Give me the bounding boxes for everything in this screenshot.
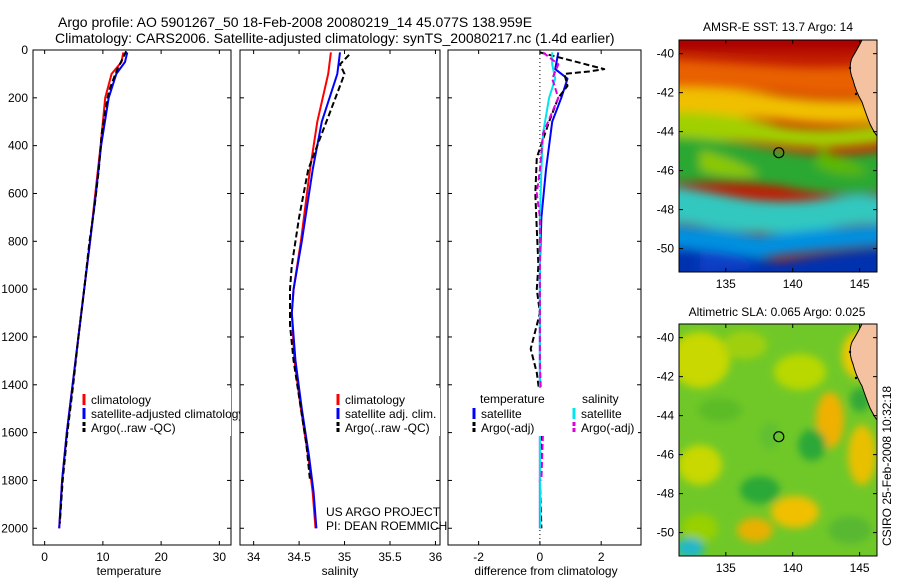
temperature-xtick-label: 20	[154, 550, 168, 564]
sst-argo-position-marker	[773, 147, 785, 159]
temperature-xtick-label: 30	[213, 550, 227, 564]
salinity-axes-box	[239, 49, 441, 546]
sla-map-ytick-label: -46	[657, 448, 675, 462]
sla-map-title: Altimetric SLA: 0.065 Argo: 0.025	[689, 305, 866, 319]
difference-legend-salinity-title: salinity	[582, 392, 619, 406]
temperature-xlabel: temperature	[97, 564, 162, 578]
temperature-series-argo-raw-qc	[58, 50, 128, 524]
sst-map-xtick-label: 135	[716, 277, 736, 291]
sst-map-ytick-label: -42	[657, 86, 675, 100]
island-4	[854, 376, 858, 380]
sla-map-ytick-label: -40	[657, 331, 675, 345]
salinity-series-satellite-adj-clim	[290, 52, 341, 529]
coastline-land-sst	[849, 40, 877, 137]
depth-tick-label: 200	[8, 91, 28, 105]
depth-tick-label: 400	[8, 139, 28, 153]
depth-tick-label: 0	[21, 43, 28, 57]
difference-legend-salinity-argo: Argo(-adj)	[581, 421, 634, 435]
depth-tick-label: 1000	[1, 282, 28, 296]
figure-title-line2: Climatology: CARS2006. Satellite-adjuste…	[55, 30, 615, 46]
salinity-legend-argo: Argo(..raw -QC)	[345, 421, 430, 435]
difference-xtick-label: 2	[598, 550, 605, 564]
difference-xtick-label: 0	[537, 550, 544, 564]
coastline-land-sla	[849, 324, 877, 421]
sst-map-ytick-label: -40	[657, 47, 675, 61]
depth-tick-label: 600	[8, 186, 28, 200]
depth-tick-label: 1200	[1, 330, 28, 344]
difference-legend-temperature-satellite: satellite	[481, 407, 522, 421]
sla-map-ytick-label: -42	[657, 370, 675, 384]
temperature-axes-box	[32, 49, 232, 546]
sst-map-xtick-label: 140	[783, 277, 803, 291]
footer-timestamp: CSIRO 25-Feb-2008 10:32:18	[880, 386, 894, 546]
figure-title-line1: Argo profile: AO 5901267_50 18-Feb-2008 …	[58, 14, 533, 30]
sst-map-ytick-label: -50	[657, 242, 675, 256]
difference-legend-temperature-argo: Argo(-adj)	[481, 421, 534, 435]
sst-map-panel: AMSR-E SST: 13.7 Argo: 14 135 140 145	[657, 20, 878, 291]
island-2	[854, 92, 858, 96]
depth-tick-label: 800	[8, 234, 28, 248]
temperature-xtick-label: 0	[41, 550, 48, 564]
sst-map-ytick-label: -44	[657, 125, 675, 139]
project-annotation: US ARGO PROJECT	[326, 505, 441, 519]
depth-tick-label: 2000	[1, 521, 28, 535]
difference-xtick-label: -2	[473, 550, 484, 564]
salinity-legend-climatology: climatology	[345, 393, 405, 407]
difference-legend-box	[470, 388, 638, 436]
sla-map-panel: Altimetric SLA: 0.065 Argo: 0.025	[657, 305, 878, 575]
island-1	[848, 66, 852, 70]
temperature-legend-climatology: climatology	[91, 393, 151, 407]
temperature-panel: 0 10 20 30 0 200 400 600 800 1000 1200 1400 1600 1800…	[1, 43, 244, 578]
sla-argo-position-marker	[773, 431, 785, 443]
sla-map-ytick-label: -50	[657, 526, 675, 540]
salinity-legend-box	[334, 388, 440, 436]
sla-map-xtick-label: 140	[783, 561, 803, 575]
sst-field	[679, 40, 877, 272]
salinity-xtick-label: 35	[338, 550, 352, 564]
island-3	[848, 350, 852, 354]
sst-map-ytick-label: -48	[657, 203, 675, 217]
sst-map-xtick-label: 145	[850, 277, 870, 291]
salinity-xtick-label: 34	[247, 550, 261, 564]
pi-annotation: PI: DEAN ROEMMICH	[326, 519, 447, 533]
difference-panel: -2 0 2 temperaturesatelliteArgo(-adj)salin…	[447, 49, 642, 578]
temperature-legend-argo: Argo(..raw -QC)	[91, 421, 176, 435]
depth-tick-label: 1800	[1, 473, 28, 487]
salinity-xtick-label: 35.5	[378, 550, 402, 564]
sla-map-xtick-label: 135	[716, 561, 736, 575]
sst-map-frame	[678, 39, 878, 273]
sst-map-ytick-label: -46	[657, 164, 675, 178]
depth-tick-label: 1400	[1, 378, 28, 392]
salinity-series-argo-raw-qc	[289, 54, 350, 481]
salinity-xtick-label: 34.5	[287, 550, 311, 564]
salinity-legend-satellite: satellite adj. clim.	[345, 407, 436, 421]
sla-map-xtick-label: 145	[850, 561, 870, 575]
sla-map-frame	[678, 323, 878, 557]
difference-legend-salinity-satellite: satellite	[581, 407, 622, 421]
salinity-xtick-label: 36	[429, 550, 443, 564]
difference-legend-temperature-title: temperature	[480, 392, 545, 406]
salinity-xlabel: salinity	[322, 564, 359, 578]
sla-map-ytick-label: -48	[657, 487, 675, 501]
temperature-legend-box	[80, 388, 231, 436]
sst-map-title: AMSR-E SST: 13.7 Argo: 14	[703, 20, 853, 34]
temperature-xtick-label: 10	[96, 550, 110, 564]
depth-tick-label: 1600	[1, 426, 28, 440]
temperature-legend-satellite-adjusted: satellite-adjusted climatology	[91, 407, 244, 421]
sla-map-ytick-label: -44	[657, 409, 675, 423]
difference-xlabel: difference from climatology	[474, 564, 617, 578]
